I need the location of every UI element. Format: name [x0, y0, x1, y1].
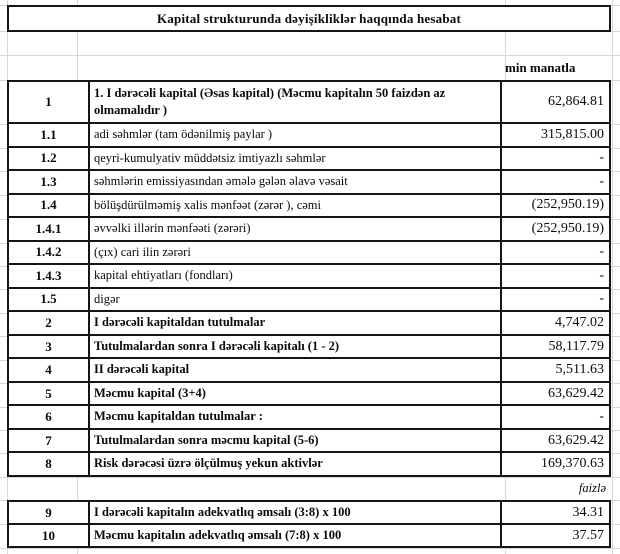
row-label: II dərəcəli kapital — [90, 359, 502, 381]
table-row: 1 1. I dərəcəli kapital (Əsas kapital) (… — [9, 82, 609, 122]
row-label: Məcmu kapital (3+4) — [90, 382, 502, 405]
report-title-box: Kapital strukturunda dəyişikliklər haqqı… — [7, 5, 611, 32]
row-number: 2 — [9, 312, 90, 334]
row-number: 7 — [9, 429, 90, 452]
row-label: Məcmu kapitalın adekvatlıq əmsalı (7:8) … — [90, 525, 502, 546]
table-row: 7 Tutulmalardan sonra məcmu kapital (5-6… — [9, 427, 609, 452]
row-number: 1.4.2 — [9, 241, 90, 264]
table-row: 4 II dərəcəli kapital 5,511.63 — [9, 357, 609, 381]
row-value: 58,117.79 — [548, 338, 604, 354]
row-number: 4 — [9, 359, 90, 381]
row-value: 315,815.00 — [541, 126, 604, 142]
row-label: Məcmu kapitaldan tutulmalar : — [90, 406, 502, 428]
row-value: 37.57 — [572, 527, 605, 543]
table-row: 1.4.3 kapital ehtiyatları (fondları) - — [9, 263, 609, 287]
table-row: 9 I dərəcəli kapitalın adekvatlıq əmsalı… — [9, 502, 609, 523]
table-row: 6 Məcmu kapitaldan tutulmalar : - — [9, 404, 609, 428]
row-number: 9 — [9, 502, 90, 523]
row-value: 4,747.02 — [555, 315, 604, 331]
percent-label: faizlə — [578, 481, 606, 495]
table-row: 8 Risk dərəcəsi üzrə ölçülmuş yekun akti… — [9, 451, 609, 475]
row-number: 1.2 — [9, 147, 90, 170]
table-row: 1.3 səhmlərin emissiyasından əmələ gələn… — [9, 169, 609, 193]
row-label: səhmlərin emissiyasından əmələ gələn əla… — [90, 171, 502, 193]
capital-table: 1 1. I dərəcəli kapital (Əsas kapital) (… — [7, 80, 611, 477]
table-row: 1.2 qeyri-kumulyativ müddətsiz imtiyazlı… — [9, 145, 609, 170]
row-value: 62,864.81 — [548, 94, 604, 109]
row-label: Risk dərəcəsi üzrə ölçülmuş yekun aktivl… — [90, 453, 502, 475]
row-value: - — [599, 409, 604, 425]
row-number: 1.4.1 — [9, 218, 90, 240]
row-label: bölüşdürülməmiş xalis mənfəət (zərər ), … — [90, 194, 502, 217]
row-label: kapital ehtiyatları (fondları) — [90, 265, 502, 287]
row-label: digər — [90, 288, 502, 311]
row-value: 34.31 — [572, 504, 605, 520]
row-label: qeyri-kumulyativ müddətsiz imtiyazlı səh… — [90, 147, 502, 170]
row-value: (252,950.19) — [531, 220, 604, 236]
row-label: 1. I dərəcəli kapital (Əsas kapital) (Mə… — [90, 82, 502, 122]
table-row: 2 I dərəcəli kapitaldan tutulmalar 4,747… — [9, 310, 609, 334]
row-value: - — [599, 267, 604, 283]
row-label: Tutulmalardan sonra I dərəcəli kapitalı … — [90, 335, 502, 358]
row-value: - — [599, 150, 604, 166]
row-label: adi səhmlər (tam ödənilmiş paylar ) — [90, 124, 502, 146]
row-number: 1.4 — [9, 194, 90, 217]
row-value: (252,950.19) — [531, 197, 604, 213]
row-number: 1.3 — [9, 171, 90, 193]
row-number: 1.1 — [9, 124, 90, 146]
table-row: 1.4.2 (çıx) cari ilin zərəri - — [9, 239, 609, 264]
adequacy-ratio-table: 9 I dərəcəli kapitalın adekvatlıq əmsalı… — [7, 500, 611, 548]
table-row: 1.4.1 əvvəlki illərin mənfəəti (zərəri) … — [9, 216, 609, 240]
row-label: I dərəcəli kapitaldan tutulmalar — [90, 312, 502, 334]
row-value: 169,370.63 — [541, 456, 604, 472]
table-row: 1.1 adi səhmlər (tam ödənilmiş paylar ) … — [9, 122, 609, 146]
row-value: 5,511.63 — [555, 362, 604, 378]
row-number: 1.4.3 — [9, 265, 90, 287]
row-label: əvvəlki illərin mənfəəti (zərəri) — [90, 218, 502, 240]
row-value: - — [599, 291, 604, 307]
table-row: 5 Məcmu kapital (3+4) 63,629.42 — [9, 380, 609, 405]
row-label: (çıx) cari ilin zərəri — [90, 241, 502, 264]
row-number: 3 — [9, 335, 90, 358]
table-row: 3 Tutulmalardan sonra I dərəcəli kapital… — [9, 333, 609, 358]
row-number: 10 — [9, 525, 90, 546]
table-row: 1.5 digər - — [9, 286, 609, 311]
row-value: - — [599, 244, 604, 260]
row-number: 5 — [9, 382, 90, 405]
row-value: 63,629.42 — [548, 385, 604, 401]
unit-label: min manatla — [505, 60, 576, 75]
row-number: 6 — [9, 406, 90, 428]
report-title: Kapital strukturunda dəyişikliklər haqqı… — [157, 10, 461, 26]
table-row: 1.4 bölüşdürülməmiş xalis mənfəət (zərər… — [9, 192, 609, 217]
row-number: 1.5 — [9, 288, 90, 311]
row-value: 63,629.42 — [548, 432, 604, 448]
table-row: 10 Məcmu kapitalın adekvatlıq əmsalı (7:… — [9, 523, 609, 546]
row-label: I dərəcəli kapitalın adekvatlıq əmsalı (… — [90, 502, 502, 523]
row-number: 1 — [9, 82, 90, 122]
row-label: Tutulmalardan sonra məcmu kapital (5-6) — [90, 429, 502, 452]
row-value: - — [599, 173, 604, 189]
row-number: 8 — [9, 453, 90, 475]
